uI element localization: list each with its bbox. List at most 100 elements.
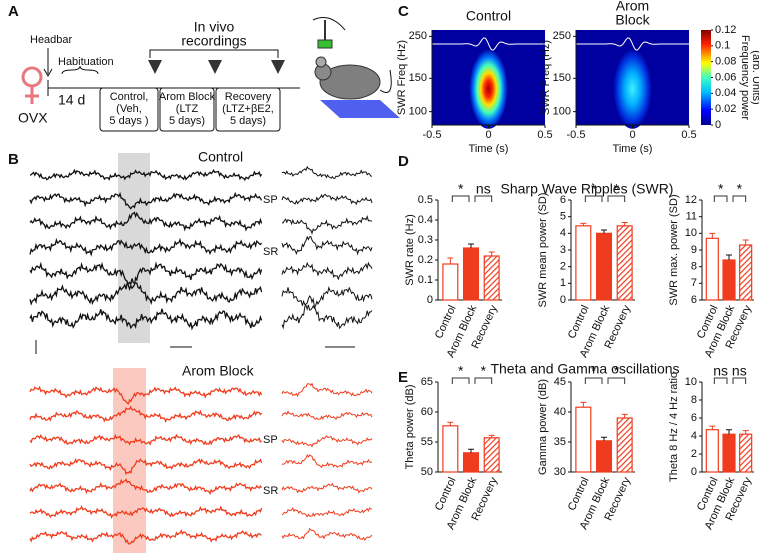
timeline-diagram	[21, 17, 400, 132]
sig-bracket	[732, 195, 747, 202]
x-label: Time (s)	[469, 143, 509, 155]
error-bar	[726, 429, 732, 435]
trace	[281, 215, 373, 235]
chart-title: Arom	[616, 0, 649, 14]
section-title: Sharp Wave Ripples (SWR)	[501, 181, 674, 197]
y-tick-label: 30	[554, 466, 566, 478]
bar	[616, 225, 633, 301]
label: Control	[198, 149, 243, 165]
trace	[281, 165, 373, 179]
colorbar-label: Frequency power	[739, 35, 751, 120]
y-tick-label: 35	[554, 436, 566, 448]
trace	[29, 168, 263, 182]
panel-letter: B	[8, 151, 19, 168]
sig-label: *	[718, 181, 724, 197]
sig-bracket	[451, 377, 470, 384]
x-tick-label: 0	[485, 129, 491, 141]
y-tick-label: 10	[685, 227, 697, 239]
trace	[281, 506, 373, 518]
sig-label: *	[614, 181, 620, 197]
trace	[281, 482, 373, 494]
colorbar-tick-label: 0	[715, 119, 721, 131]
error-bar	[468, 448, 474, 453]
colorbar-tick-label: 0.02	[715, 103, 736, 115]
y-tick-label: 65	[421, 376, 433, 388]
y-label: SWR max. power (SD)	[668, 194, 680, 305]
y-tick-label: 100	[553, 106, 571, 118]
error-bar	[709, 425, 716, 430]
label: recordings	[181, 33, 246, 49]
bar	[705, 237, 719, 301]
sig-label: *	[481, 363, 487, 379]
box-text: Arom Block	[159, 91, 216, 103]
y-tick-label: 150	[409, 72, 427, 84]
sig-label: *	[614, 363, 620, 379]
y-tick-label: 11	[686, 211, 697, 223]
lfp-trace	[432, 37, 545, 51]
error-bar	[709, 232, 716, 239]
error-bar	[621, 222, 628, 226]
error-bar	[742, 430, 749, 435]
x-tick-label: 0.5	[681, 129, 696, 141]
x-tick-label: -0.5	[567, 129, 586, 141]
box-text: (LTZ+βE2,	[222, 103, 274, 115]
bar	[462, 452, 480, 473]
sig-label: *	[458, 181, 464, 197]
box-text: Control,	[110, 91, 149, 103]
trace	[29, 211, 263, 232]
trace	[281, 382, 373, 398]
y-tick-label: 6	[560, 194, 566, 206]
error-bar	[742, 239, 749, 245]
sig-label: *	[458, 363, 464, 379]
sig-bracket	[713, 195, 728, 202]
panel-letter: D	[398, 153, 409, 170]
bar	[575, 225, 592, 301]
trace	[29, 405, 263, 424]
y-tick-label: 12	[685, 194, 697, 206]
y-tick-label: 55	[421, 436, 433, 448]
y-tick-label: 0	[691, 466, 697, 478]
trace	[29, 191, 263, 210]
y-tick-label: 1	[560, 277, 566, 289]
chart-title: Block	[615, 12, 650, 28]
y-tick-label: 8	[691, 261, 697, 273]
y-tick-label: 0.5	[418, 194, 433, 206]
y-tick-label: 150	[553, 72, 571, 84]
colorbar-tick-label: 0.12	[715, 24, 736, 36]
y-tick-label: 2	[560, 261, 566, 273]
y-label: SWR Freq (Hz)	[540, 40, 552, 115]
label: 14 d	[58, 92, 85, 108]
trace	[29, 478, 263, 496]
trace	[281, 410, 373, 421]
sig-bracket	[474, 377, 493, 384]
highlight	[118, 153, 150, 343]
heatmap-blob	[613, 49, 652, 129]
colorbar-tick-label: 0.06	[715, 71, 736, 83]
y-tick-label: 6	[691, 412, 697, 424]
box-text: 5 days )	[109, 115, 148, 127]
sig-bracket	[474, 195, 493, 202]
y-label: SWR mean power (SD)	[537, 193, 549, 308]
colorbar-label: (arb. Units)	[750, 50, 759, 104]
y-label: Gamma power (dB)	[537, 379, 549, 475]
trace	[29, 261, 263, 292]
label: Headbar	[30, 34, 73, 46]
sig-label: ns	[713, 363, 728, 379]
trace	[281, 453, 373, 469]
trace	[29, 433, 262, 446]
label: Arom Block	[182, 363, 255, 379]
error-bar	[726, 254, 732, 260]
sig-bracket	[584, 195, 603, 202]
bar	[595, 232, 613, 301]
y-tick-label: 3	[560, 244, 566, 256]
colorbar-tick-label: 0.08	[715, 56, 736, 68]
sig-label: *	[737, 181, 743, 197]
label: Habituation	[58, 56, 114, 68]
box-text: Recovery	[225, 91, 272, 103]
y-tick-label: 6	[691, 294, 697, 306]
y-tick-label: 0.4	[418, 214, 433, 226]
label: OVX	[18, 110, 48, 126]
panel-letter: E	[398, 369, 408, 386]
sig-bracket	[451, 195, 470, 202]
